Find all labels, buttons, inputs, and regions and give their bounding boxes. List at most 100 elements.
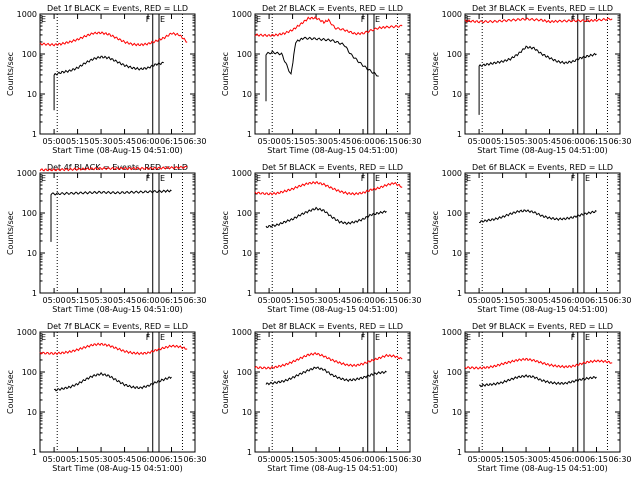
x-tick-label: 05:00 bbox=[258, 455, 281, 464]
marker-e-left: E bbox=[41, 15, 46, 24]
panel-title: Det 2f BLACK = Events, RED = LLD bbox=[262, 4, 403, 13]
marker-f: F bbox=[361, 15, 366, 24]
marker-e-right: E bbox=[375, 333, 380, 342]
plot-frame bbox=[464, 331, 621, 453]
x-tick-label: 05:45 bbox=[328, 137, 351, 146]
x-tick-label: 06:30 bbox=[608, 455, 631, 464]
y-tick-label: 1 bbox=[457, 289, 462, 298]
x-tick-label: 05:15 bbox=[491, 455, 514, 464]
series-events-line bbox=[478, 45, 597, 115]
x-axis-label: Start Time (08-Aug-15 04:51:00) bbox=[52, 305, 183, 314]
panel-det-5: Det 5f BLACK = Events, RED = LLD 1 10 100 10… bbox=[221, 163, 422, 314]
y-tick-label: 1000 bbox=[232, 10, 252, 19]
x-tick-label: 05:00 bbox=[468, 137, 491, 146]
x-tick-label: 06:30 bbox=[183, 455, 206, 464]
series-events-line bbox=[478, 209, 597, 224]
y-tick-label: 1000 bbox=[17, 10, 37, 19]
x-tick-label: 05:00 bbox=[43, 137, 66, 146]
y-tick-label: 1000 bbox=[442, 328, 462, 337]
y-tick-label: 10 bbox=[452, 90, 462, 99]
x-tick-label: 06:00 bbox=[561, 455, 584, 464]
x-tick-label: 06:00 bbox=[351, 137, 374, 146]
y-tick-label: 10 bbox=[27, 90, 37, 99]
x-tick-label: 05:15 bbox=[281, 296, 304, 305]
marker-e-left: E bbox=[256, 15, 261, 24]
x-tick-label: 05:15 bbox=[281, 455, 304, 464]
plot-frame bbox=[39, 13, 196, 135]
marker-f: F bbox=[146, 174, 151, 183]
marker-e-right: E bbox=[375, 174, 380, 183]
marker-e-right: E bbox=[585, 333, 590, 342]
panel-title: Det 7f BLACK = Events, RED = LLD bbox=[47, 322, 188, 331]
marker-e-left: E bbox=[466, 333, 471, 342]
panel-det-7: Det 7f BLACK = Events, RED = LLD 1 10 100 10… bbox=[6, 322, 207, 473]
panel-title: Det 3f BLACK = Events, RED = LLD bbox=[472, 4, 613, 13]
y-tick-label: 1000 bbox=[17, 328, 37, 337]
marker-e-right: E bbox=[160, 174, 165, 183]
y-tick-label: 100 bbox=[237, 50, 252, 59]
x-tick-label: 06:15 bbox=[375, 137, 398, 146]
y-tick-label: 10 bbox=[452, 408, 462, 417]
y-tick-label: 10 bbox=[27, 408, 37, 417]
x-tick-label: 06:30 bbox=[608, 137, 631, 146]
x-axis-label: Start Time (08-Aug-15 04:51:00) bbox=[267, 305, 398, 314]
y-axis-label: Counts/sec bbox=[221, 52, 230, 96]
plot-frame bbox=[254, 13, 411, 135]
x-tick-label: 06:00 bbox=[561, 137, 584, 146]
y-axis-label: Counts/sec bbox=[6, 211, 15, 255]
panel-det-6: Det 6f BLACK = Events, RED = LLD 1 10 100 10… bbox=[431, 163, 632, 314]
marker-e-right: E bbox=[585, 174, 590, 183]
x-tick-label: 06:15 bbox=[375, 455, 398, 464]
y-tick-label: 1 bbox=[32, 289, 37, 298]
x-tick-label: 05:30 bbox=[305, 455, 328, 464]
x-tick-label: 05:15 bbox=[66, 137, 89, 146]
panel-det-4: Det 4f BLACK = Events, RED = LLD11010010… bbox=[6, 163, 207, 314]
series-events-line bbox=[265, 36, 379, 102]
marker-e-left: E bbox=[41, 333, 46, 342]
y-tick-label: 10 bbox=[27, 249, 37, 258]
y-tick-label: 1000 bbox=[232, 328, 252, 337]
x-tick-label: 05:30 bbox=[515, 137, 538, 146]
panel-title: Det 8f BLACK = Events, RED = LLD bbox=[262, 322, 403, 331]
x-tick-label: 06:30 bbox=[183, 137, 206, 146]
x-tick-label: 05:15 bbox=[66, 455, 89, 464]
marker-e-left: E bbox=[466, 15, 471, 24]
series-lld-line bbox=[464, 17, 613, 24]
x-tick-label: 06:30 bbox=[608, 296, 631, 305]
y-tick-label: 100 bbox=[237, 209, 252, 218]
x-tick-label: 06:00 bbox=[351, 455, 374, 464]
marker-e-right: E bbox=[160, 333, 165, 342]
x-axis-label: Start Time (08-Aug-15 04:51:00) bbox=[477, 146, 608, 155]
x-tick-label: 06:15 bbox=[585, 296, 608, 305]
plot-frame bbox=[39, 172, 196, 294]
x-tick-label: 06:00 bbox=[136, 296, 159, 305]
x-tick-label: 05:45 bbox=[113, 296, 136, 305]
marker-e-left: E bbox=[41, 174, 46, 183]
x-tick-label: 05:30 bbox=[515, 455, 538, 464]
x-axis-label: Start Time (08-Aug-15 04:51:00) bbox=[52, 146, 183, 155]
series-lld-line bbox=[39, 31, 188, 47]
x-tick-label: 05:00 bbox=[43, 296, 66, 305]
x-tick-label: 05:00 bbox=[258, 296, 281, 305]
panel-title: Det 5f BLACK = Events, RED = LLD bbox=[262, 163, 403, 172]
x-tick-label: 05:30 bbox=[90, 296, 113, 305]
x-tick-label: 06:15 bbox=[160, 137, 183, 146]
x-tick-label: 06:30 bbox=[398, 137, 421, 146]
y-tick-label: 100 bbox=[447, 368, 462, 377]
panel-title: Det 1f BLACK = Events, RED = LLD bbox=[47, 4, 188, 13]
x-tick-label: 06:15 bbox=[375, 296, 398, 305]
y-tick-label: 100 bbox=[22, 50, 37, 59]
y-tick-label: 100 bbox=[447, 50, 462, 59]
y-tick-label: 1000 bbox=[17, 169, 37, 178]
marker-f: F bbox=[571, 174, 576, 183]
x-tick-label: 06:00 bbox=[136, 137, 159, 146]
x-tick-label: 06:00 bbox=[136, 455, 159, 464]
marker-f: F bbox=[571, 333, 576, 342]
y-tick-label: 100 bbox=[22, 368, 37, 377]
x-tick-label: 06:00 bbox=[351, 296, 374, 305]
marker-f: F bbox=[146, 15, 151, 24]
x-tick-label: 05:45 bbox=[113, 137, 136, 146]
y-tick-label: 10 bbox=[242, 90, 252, 99]
x-tick-label: 06:15 bbox=[160, 296, 183, 305]
marker-e-left: E bbox=[256, 333, 261, 342]
